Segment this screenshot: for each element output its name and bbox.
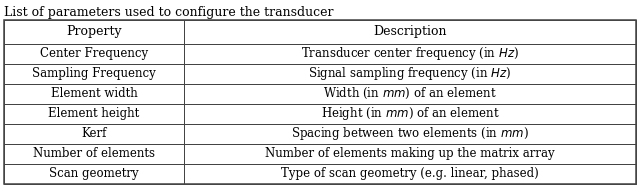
- Text: Signal sampling frequency (in $Hz$): Signal sampling frequency (in $Hz$): [308, 65, 512, 82]
- Bar: [4, 104, 184, 124]
- Text: List of parameters used to configure the transducer: List of parameters used to configure the…: [4, 6, 333, 19]
- Text: Description: Description: [373, 25, 447, 38]
- Text: Property: Property: [67, 25, 122, 38]
- Bar: [4, 84, 184, 104]
- Bar: [184, 84, 636, 104]
- Bar: [4, 164, 184, 184]
- Bar: [184, 124, 636, 144]
- Text: Kerf: Kerf: [81, 127, 107, 140]
- Bar: [4, 64, 184, 84]
- Text: Spacing between two elements (in $mm$): Spacing between two elements (in $mm$): [291, 125, 529, 142]
- Bar: [184, 44, 636, 64]
- Text: Scan geometry: Scan geometry: [49, 168, 139, 180]
- Bar: [184, 104, 636, 124]
- Text: Height (in $mm$) of an element: Height (in $mm$) of an element: [321, 105, 499, 122]
- Text: Element width: Element width: [51, 87, 138, 100]
- Bar: [4, 144, 184, 164]
- Bar: [4, 44, 184, 64]
- Bar: [4, 20, 636, 184]
- Text: Number of elements making up the matrix array: Number of elements making up the matrix …: [265, 147, 555, 160]
- Text: Type of scan geometry (e.g. linear, phased): Type of scan geometry (e.g. linear, phas…: [281, 168, 539, 180]
- Text: Sampling Frequency: Sampling Frequency: [32, 67, 156, 80]
- Bar: [4, 124, 184, 144]
- Bar: [184, 20, 636, 44]
- Text: Center Frequency: Center Frequency: [40, 47, 148, 60]
- Bar: [184, 144, 636, 164]
- Text: Width (in $mm$) of an element: Width (in $mm$) of an element: [323, 86, 497, 101]
- Text: Transducer center frequency (in $Hz$): Transducer center frequency (in $Hz$): [301, 45, 519, 62]
- Text: Element height: Element height: [49, 107, 140, 120]
- Bar: [184, 164, 636, 184]
- Bar: [4, 20, 184, 44]
- Bar: [184, 64, 636, 84]
- Text: Number of elements: Number of elements: [33, 147, 155, 160]
